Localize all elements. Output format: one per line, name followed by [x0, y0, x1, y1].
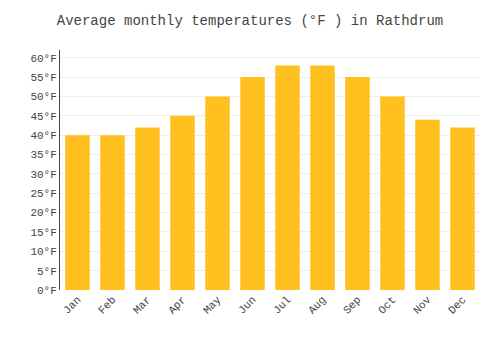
svg-text:May: May	[201, 294, 224, 317]
svg-text:Nov: Nov	[411, 294, 434, 317]
svg-text:50°F: 50°F	[30, 91, 56, 103]
svg-text:45°F: 45°F	[30, 111, 56, 123]
svg-text:Jul: Jul	[271, 294, 293, 316]
svg-text:25°F: 25°F	[30, 188, 56, 200]
svg-text:30°F: 30°F	[30, 169, 56, 181]
svg-text:Dec: Dec	[446, 294, 468, 316]
svg-text:5°F: 5°F	[37, 266, 57, 278]
svg-text:Jan: Jan	[61, 294, 83, 316]
svg-text:Apr: Apr	[166, 294, 188, 316]
svg-text:15°F: 15°F	[30, 227, 56, 239]
svg-text:Sep: Sep	[341, 294, 363, 316]
svg-text:20°F: 20°F	[30, 207, 56, 219]
svg-text:60°F: 60°F	[30, 53, 56, 65]
svg-text:Average monthly temperatures (: Average monthly temperatures (°F ) in Ra…	[57, 13, 443, 29]
svg-text:40°F: 40°F	[30, 130, 56, 142]
svg-text:Jun: Jun	[236, 294, 258, 316]
svg-text:Mar: Mar	[131, 294, 153, 316]
svg-text:0°F: 0°F	[37, 285, 57, 297]
svg-text:Oct: Oct	[376, 294, 398, 316]
svg-text:55°F: 55°F	[30, 72, 56, 84]
svg-text:Feb: Feb	[96, 294, 118, 316]
svg-text:10°F: 10°F	[30, 246, 56, 258]
svg-text:Aug: Aug	[306, 294, 328, 316]
svg-text:35°F: 35°F	[30, 149, 56, 161]
